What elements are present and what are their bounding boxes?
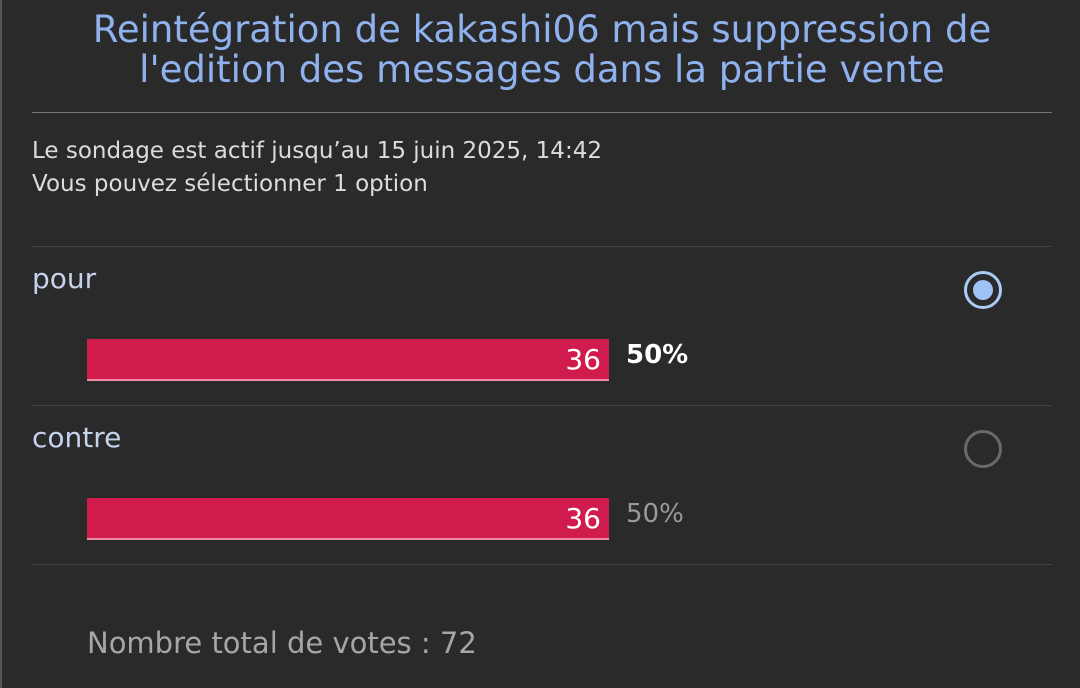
vote-bar: 36 [87, 339, 609, 381]
separator [32, 112, 1052, 113]
vote-percent: 50% [626, 499, 684, 529]
total-label: Nombre total de votes : [87, 626, 431, 660]
separator [32, 405, 1052, 406]
separator [32, 246, 1052, 247]
poll-info: Le sondage est actif jusqu’au 15 juin 20… [32, 138, 602, 164]
total-count: 72 [439, 626, 477, 660]
option-label: contre [32, 421, 122, 454]
poll-info: Vous pouvez sélectionner 1 option [32, 171, 428, 197]
total-votes: Nombre total de votes : 72 [87, 626, 477, 660]
vote-percent: 50% [626, 340, 689, 370]
separator [32, 564, 1052, 565]
vote-count: 36 [565, 343, 601, 376]
option-label: pour [32, 262, 97, 295]
radio-button[interactable] [964, 430, 1002, 468]
radio-button[interactable] [964, 271, 1002, 309]
poll-title: Reintégration de kakashi06 mais suppress… [92, 8, 992, 91]
vote-count: 36 [565, 502, 601, 535]
vote-bar: 36 [87, 498, 609, 540]
